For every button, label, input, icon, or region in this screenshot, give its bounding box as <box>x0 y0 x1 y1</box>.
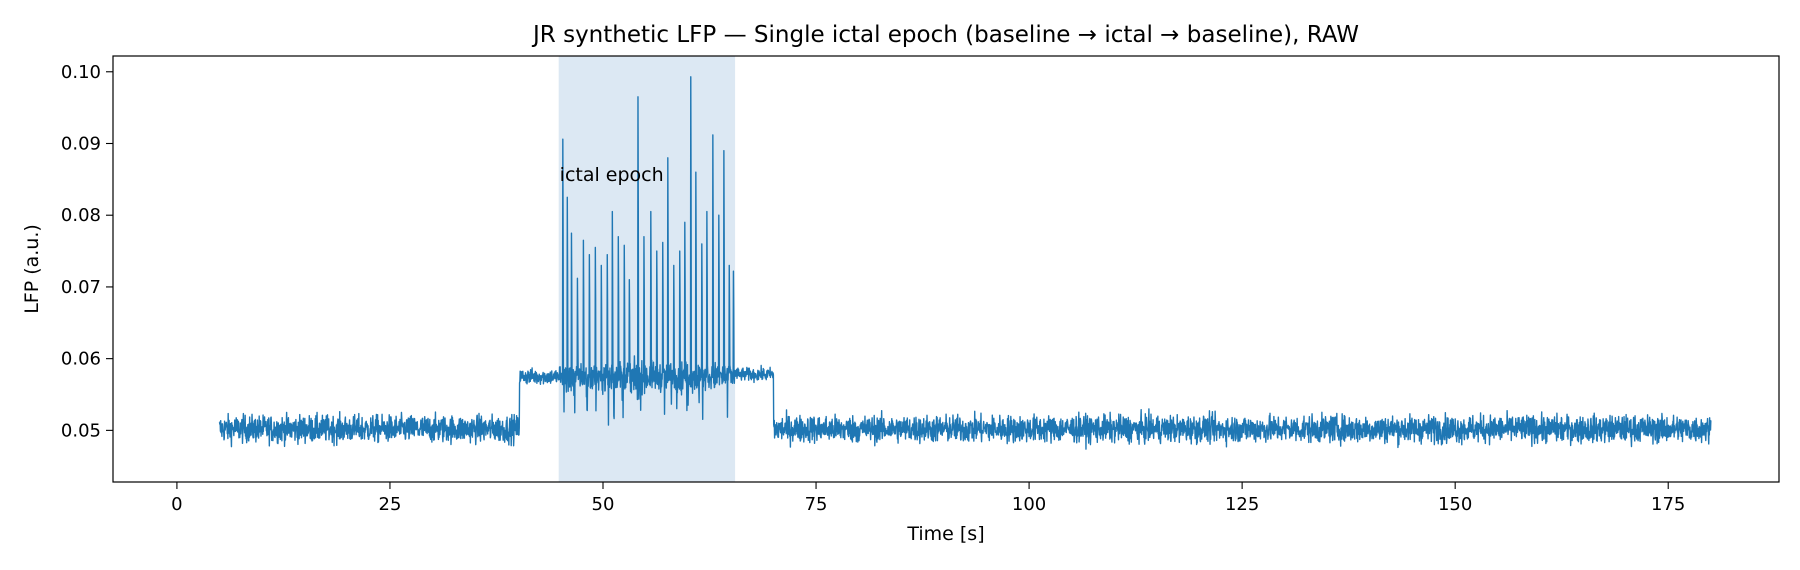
x-tick-label: 100 <box>1012 494 1046 515</box>
x-axis-label: Time [s] <box>906 523 984 545</box>
x-tick-label: 25 <box>379 494 402 515</box>
x-tick-label: 125 <box>1225 494 1259 515</box>
x-tick-label: 75 <box>805 494 828 515</box>
x-tick-label: 50 <box>592 494 615 515</box>
y-tick-label: 0.06 <box>61 349 101 370</box>
y-tick-label: 0.05 <box>61 420 101 441</box>
y-tick-label: 0.10 <box>61 62 101 83</box>
y-tick-label: 0.07 <box>61 277 101 298</box>
plot-frame <box>112 55 1780 483</box>
ictal-epoch-annotation: ictal epoch <box>560 164 664 186</box>
lfp-series-line <box>218 76 1712 450</box>
x-tick-label: 150 <box>1438 494 1472 515</box>
x-tick-label: 0 <box>171 494 182 515</box>
y-axis-label: LFP (a.u.) <box>21 224 43 314</box>
x-tick-label: 175 <box>1651 494 1685 515</box>
y-tick-label: 0.09 <box>61 133 101 154</box>
chart-title: JR synthetic LFP — Single ictal epoch (b… <box>531 22 1359 48</box>
ictal-epoch-region <box>558 56 736 482</box>
y-tick-label: 0.08 <box>61 205 101 226</box>
